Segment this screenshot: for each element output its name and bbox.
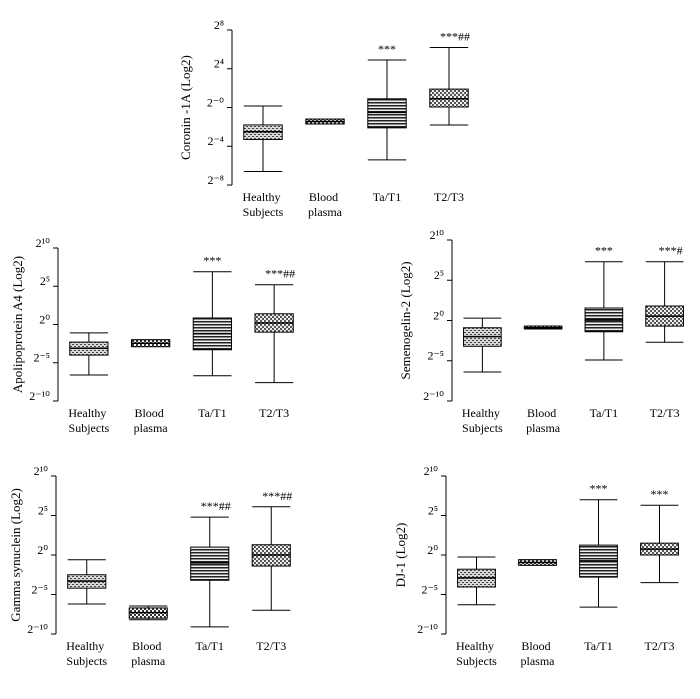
- panel: 2⁻¹⁰ 2⁻⁵ 2⁰ 2⁵ 2¹⁰ Apolipoprotein A4 (Log2) He…: [10, 236, 295, 435]
- y-tick-label: 2⁴: [214, 57, 224, 71]
- y-axis-label: Apolipoprotein A4 (Log2): [10, 256, 25, 393]
- x-tick-label: Healthy Subjects: [66, 639, 107, 668]
- y-tick-label: 2¹⁰: [34, 464, 49, 478]
- panel: 2⁻¹⁰ 2⁻⁵ 2⁰ 2⁵ 2¹⁰ DJ-1 (Log2) Healthy Subject…: [393, 464, 679, 668]
- x-tick-label: T2/T3: [645, 639, 675, 653]
- y-tick-label: 2⁻⁵: [427, 349, 444, 363]
- y-tick-label: 2¹⁰: [430, 228, 445, 242]
- y-tick-label: 2⁻⁰: [207, 95, 224, 109]
- y-tick-label: 2⁸: [214, 18, 224, 32]
- annotation: ***: [203, 254, 221, 268]
- x-tick-label: T2/T3: [256, 639, 286, 653]
- panel: 2⁻⁸ 2⁻⁴ 2⁻⁰ 2⁴ 2⁸ Coronin -1A (Log2) Healthy S…: [178, 18, 470, 219]
- x-tick-label: Healthy Subjects: [68, 406, 109, 435]
- panel: 2⁻¹⁰ 2⁻⁵ 2⁰ 2⁵ 2¹⁰ Gamma synuclein (Log2) Heal…: [8, 464, 292, 668]
- y-tick-label: 2⁻¹⁰: [417, 622, 438, 636]
- annotation: ***##: [201, 499, 231, 513]
- y-tick-label: 2⁻¹⁰: [423, 389, 444, 403]
- x-tick-label: Healthy Subjects: [456, 639, 497, 668]
- annotation: ***##: [440, 29, 470, 43]
- x-tick-label: T2/T3: [650, 406, 680, 420]
- annotation: ***#: [659, 244, 683, 258]
- y-tick-label: 2⁰: [37, 543, 48, 557]
- x-tick-label: T2/T3: [434, 190, 464, 204]
- annotation: ***: [590, 482, 608, 496]
- annotation: ***: [595, 244, 613, 258]
- annotation: ***##: [265, 267, 295, 281]
- y-axis-label: Coronin -1A (Log2): [178, 55, 193, 160]
- x-tick-label: Ta/T1: [590, 406, 618, 420]
- y-tick-label: 2⁻⁸: [207, 173, 224, 187]
- y-axis-label: DJ-1 (Log2): [393, 523, 408, 588]
- x-tick-label: Blood plasma: [521, 639, 556, 668]
- y-axis-label: Gamma synuclein (Log2): [8, 488, 23, 622]
- x-tick-label: Blood plasma: [526, 406, 561, 435]
- y-tick-label: 2⁻⁵: [33, 351, 50, 365]
- y-axis-label: Semenogelin-2 (Log2): [398, 261, 413, 379]
- annotation: ***: [651, 487, 669, 501]
- annotation: ***: [378, 42, 396, 56]
- y-tick-label: 2⁵: [428, 503, 438, 517]
- y-tick-label: 2⁻¹⁰: [27, 622, 48, 636]
- y-tick-label: 2⁻⁴: [207, 134, 224, 148]
- y-tick-label: 2⁻¹⁰: [29, 389, 50, 403]
- y-tick-label: 2⁰: [39, 312, 50, 326]
- x-tick-label: Ta/T1: [196, 639, 224, 653]
- y-tick-label: 2⁻⁵: [31, 582, 48, 596]
- x-tick-label: Blood plasma: [131, 639, 166, 668]
- y-tick-label: 2⁵: [38, 503, 48, 517]
- y-tick-label: 2⁵: [434, 268, 444, 282]
- x-tick-label: Ta/T1: [198, 406, 226, 420]
- x-tick-label: Blood plasma: [134, 406, 169, 435]
- y-tick-label: 2¹⁰: [36, 236, 51, 250]
- x-tick-label: Ta/T1: [584, 639, 612, 653]
- annotation: ***##: [262, 489, 292, 503]
- x-tick-label: T2/T3: [259, 406, 289, 420]
- x-tick-label: Healthy Subjects: [462, 406, 503, 435]
- y-tick-label: 2⁰: [427, 543, 438, 557]
- x-tick-label: Healthy Subjects: [243, 190, 284, 219]
- y-tick-label: 2¹⁰: [424, 464, 439, 478]
- x-tick-label: Blood plasma: [308, 190, 343, 219]
- panel: 2⁻¹⁰ 2⁻⁵ 2⁰ 2⁵ 2¹⁰ Semenogelin-2 (Log2) Health…: [398, 228, 684, 435]
- y-tick-label: 2⁵: [40, 274, 50, 288]
- y-tick-label: 2⁰: [433, 308, 444, 322]
- box: [190, 546, 230, 581]
- y-tick-label: 2⁻⁵: [421, 582, 438, 596]
- box: [367, 98, 407, 129]
- x-tick-label: Ta/T1: [373, 190, 401, 204]
